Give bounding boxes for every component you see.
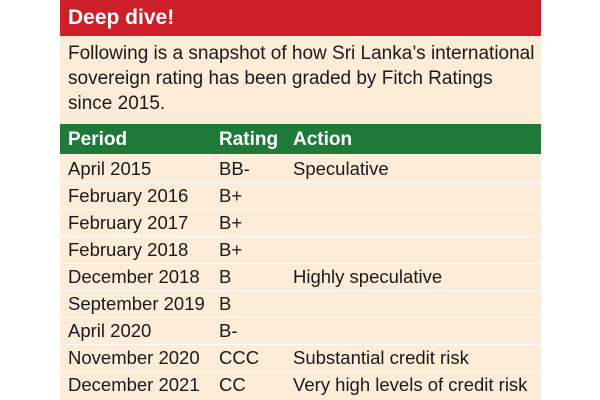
period-cell: February 2017 (68, 212, 189, 233)
rating-cell: B+ (219, 185, 243, 206)
action-cell: Highly speculative (293, 266, 443, 287)
rating-cell: CC (219, 374, 246, 395)
panel-title: Deep dive! (68, 6, 175, 29)
table-header: Period Rating Action (60, 124, 541, 154)
table-row: April 2020 B- (60, 318, 541, 345)
table-row: December 2021 CC Very high levels of cre… (60, 372, 541, 398)
action-cell: Speculative (293, 158, 389, 179)
rating-table: April 2015 BB- Speculative February 2016… (60, 156, 541, 398)
column-header-action: Action (293, 129, 353, 150)
table-row: February 2016 B+ (60, 183, 541, 210)
rating-cell: B (219, 293, 232, 314)
period-cell: September 2019 (68, 293, 205, 314)
rating-cell: B+ (219, 212, 243, 233)
period-cell: December 2018 (68, 266, 200, 287)
table-row: September 2019 B (60, 291, 541, 318)
period-cell: December 2021 (68, 374, 200, 395)
rating-cell: B- (219, 320, 238, 341)
intro-paragraph: Following is a snapshot of how Sri Lanka… (68, 43, 535, 114)
period-cell: April 2015 (68, 158, 152, 179)
column-header-period: Period (68, 129, 128, 150)
period-cell: November 2020 (68, 347, 200, 368)
rating-cell: BB- (219, 158, 250, 179)
rating-cell: B (219, 266, 232, 287)
table-row: December 2018 B Highly speculative (60, 264, 541, 291)
column-header-rating: Rating (219, 129, 279, 150)
table-row: April 2015 BB- Speculative (60, 156, 541, 183)
table-row: February 2017 B+ (60, 210, 541, 237)
rating-cell: CCC (219, 347, 260, 368)
period-cell: April 2020 (68, 320, 152, 341)
table-row: November 2020 CCC Substantial credit ris… (60, 345, 541, 372)
action-cell: Substantial credit risk (293, 347, 469, 368)
period-cell: February 2016 (68, 185, 189, 206)
period-cell: February 2018 (68, 239, 189, 260)
info-panel: Deep dive! Following is a snapshot of ho… (60, 0, 541, 400)
action-cell: Very high levels of credit risk (293, 374, 528, 395)
panel-header: Deep dive! (60, 0, 541, 36)
table-row: February 2018 B+ (60, 237, 541, 264)
rating-cell: B+ (219, 239, 243, 260)
